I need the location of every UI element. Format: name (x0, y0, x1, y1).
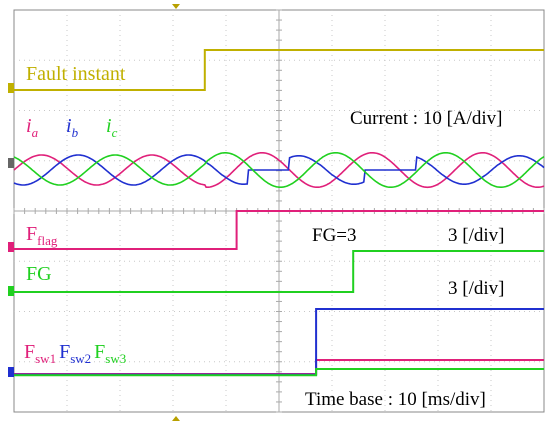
ib-trace (13, 154, 545, 186)
fflag-scale-label: 3 [/div] (448, 225, 504, 246)
fg-label: FG (26, 263, 52, 285)
channel-marker-current (8, 158, 14, 168)
current-scale-label: Current : 10 [A/div] (350, 108, 503, 129)
channel-marker-fg (8, 286, 14, 296)
channel-marker-fault (8, 83, 14, 93)
fflag-trace (14, 210, 544, 250)
ic-label: ic (106, 115, 118, 140)
ib-label: ib (66, 115, 79, 140)
trigger-marker-bottom (172, 416, 180, 421)
fflag-label: Fflag (26, 223, 58, 248)
fsw3-trace (14, 368, 544, 377)
trigger-marker-top (172, 4, 180, 9)
fg-trace (14, 250, 544, 293)
ia-label: ia (26, 115, 39, 140)
channel-markers (8, 83, 14, 377)
fsw-labels: Fsw1 Fsw2 Fsw3 (24, 341, 126, 366)
traces (13, 49, 545, 377)
ic-trace (13, 152, 545, 188)
ia-trace (13, 152, 545, 189)
fault-trace (14, 49, 544, 91)
fg-annotation: FG=3 (312, 225, 357, 246)
fg-scale-label: 3 [/div] (448, 278, 504, 299)
time-base-label: Time base : 10 [ms/div] (305, 389, 486, 410)
fault-instant-label: Fault instant (26, 63, 126, 85)
channel-marker-fflag (8, 242, 14, 252)
channel-marker-fsw (8, 367, 14, 377)
